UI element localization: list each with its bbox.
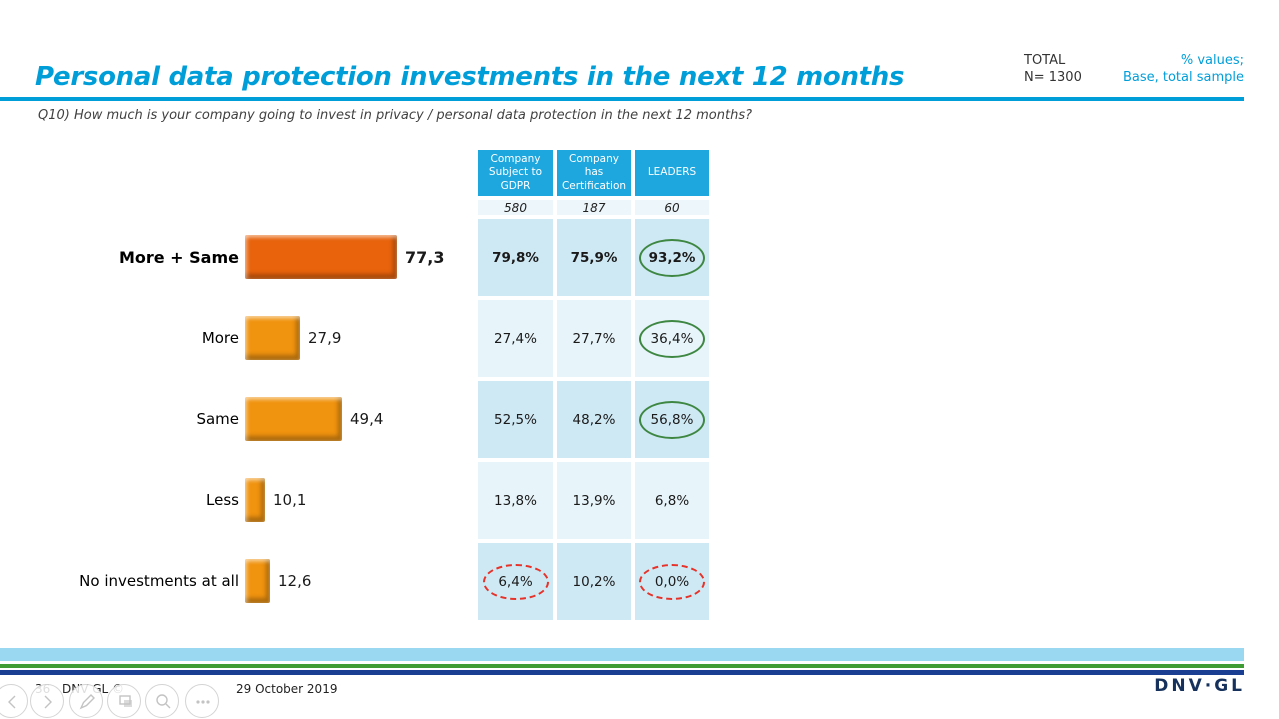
table-cell: 93,2% (635, 219, 709, 296)
bar (245, 559, 270, 603)
base-count: 60 (635, 200, 709, 215)
chart-row-more: More 27,9 (0, 316, 475, 360)
slide-date: 29 October 2019 (236, 682, 338, 696)
bar (245, 478, 265, 522)
chart-row-more-same: More + Same 77,3 (0, 235, 475, 279)
table-cell: 36,4% (635, 300, 709, 377)
table-cell: 27,7% (557, 300, 631, 377)
table-cell: 10,2% (557, 543, 631, 620)
category-label: More + Same (118, 247, 239, 267)
values-note-line2: Base, total sample (1122, 70, 1244, 85)
table-cell: 52,5% (478, 381, 553, 458)
bar-value: 12,6 (278, 572, 312, 590)
chart-row-no-investments: No investments at all 12,6 (0, 559, 475, 603)
question-text: Q10) How much is your company going to i… (38, 108, 752, 123)
table-cell: 6,8% (635, 462, 709, 539)
dnv-gl-logo: DNV·GL (1154, 676, 1245, 696)
magnifier-icon (156, 694, 171, 709)
comparison-table: Company Subject to GDPR Company has Cert… (478, 150, 709, 620)
total-label: TOTAL (1024, 53, 1066, 68)
bar-value: 77,3 (405, 247, 445, 267)
table-cell: 56,8% (635, 381, 709, 458)
table-cell: 27,4% (478, 300, 553, 377)
next-slide-button[interactable] (30, 684, 64, 718)
table-cell: 13,8% (478, 462, 553, 539)
table-cell: 75,9% (557, 219, 631, 296)
ellipsis-icon (196, 700, 210, 704)
footer-band-green (0, 664, 1244, 668)
footer-band-light-blue (0, 648, 1244, 661)
pen-button[interactable] (69, 684, 103, 718)
bar-chart: More + Same 77,3 More 27,9 Same 49,4 Les… (0, 0, 475, 719)
column-header-leaders: LEADERS (635, 150, 709, 196)
base-count: 580 (478, 200, 553, 215)
table-cell: 6,4% (478, 543, 553, 620)
category-label: Same (196, 410, 239, 428)
values-note-line1: % values; (1180, 53, 1244, 68)
zoom-button[interactable] (145, 684, 179, 718)
chart-row-less: Less 10,1 (0, 478, 475, 522)
previous-slide-button[interactable] (0, 684, 28, 718)
category-label: Less (206, 491, 239, 509)
bar (245, 235, 397, 279)
base-count: 187 (557, 200, 631, 215)
title-underline (0, 97, 1244, 101)
pen-icon (79, 694, 95, 710)
footer-band-navy (0, 670, 1244, 675)
values-note: % values; Base, total sample (1123, 52, 1244, 86)
table-cell: 0,0% (635, 543, 709, 620)
bar (245, 316, 300, 360)
column-header-gdpr: Company Subject to GDPR (478, 150, 553, 196)
chart-row-same: Same 49,4 (0, 397, 475, 441)
table-cell: 48,2% (557, 381, 631, 458)
more-options-button[interactable] (185, 684, 219, 718)
total-base-label: TOTAL N= 1300 (1024, 52, 1082, 86)
table-cell: 13,9% (557, 462, 631, 539)
bar-value: 49,4 (350, 410, 384, 428)
bar (245, 397, 342, 441)
page-title: Personal data protection investments in … (35, 62, 905, 92)
total-n: N= 1300 (1024, 70, 1082, 85)
column-header-certification: Company has Certification (557, 150, 631, 196)
bar-value: 27,9 (308, 329, 342, 347)
see-all-slides-button[interactable] (107, 684, 141, 718)
chevron-right-icon (44, 695, 52, 709)
chevron-left-icon (8, 695, 16, 709)
bar-value: 10,1 (273, 491, 307, 509)
all-slides-icon (119, 695, 132, 707)
category-label: More (201, 329, 239, 347)
table-cell: 79,8% (478, 219, 553, 296)
category-label: No investments at all (79, 572, 239, 590)
